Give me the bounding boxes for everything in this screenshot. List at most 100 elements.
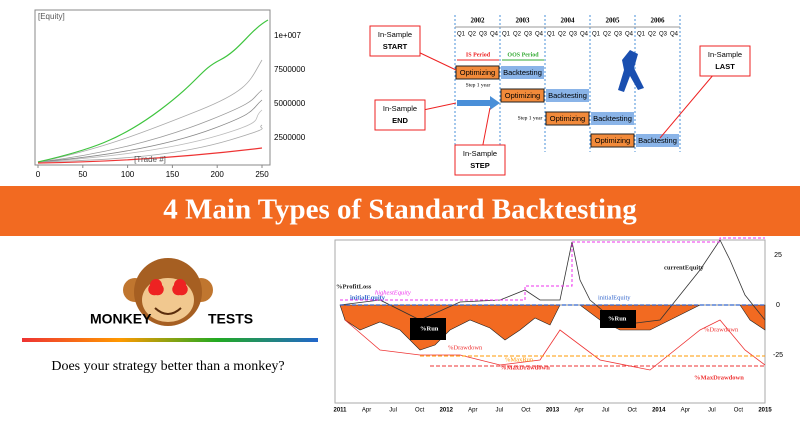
- is-period: IS Period: [466, 52, 491, 58]
- x-tick-label: Oct: [734, 408, 744, 414]
- callout-text: In-Sample: [708, 50, 742, 59]
- quarter: Q2: [558, 32, 567, 38]
- quarter: Q1: [547, 32, 556, 38]
- backtesting-label: Backtesting: [548, 91, 587, 100]
- callout-text: In-Sample: [463, 149, 497, 158]
- year: 2006: [651, 17, 666, 25]
- year: 2005: [606, 17, 621, 25]
- walker-figure: [618, 50, 644, 92]
- backtesting-label: Backtesting: [503, 68, 542, 77]
- curve: [37, 59, 263, 163]
- run-box: [410, 318, 446, 340]
- x-tick-label: 150: [166, 170, 180, 179]
- x-tick-label: Jul: [708, 408, 716, 414]
- quarter: Q3: [614, 32, 623, 38]
- worst-curve: [37, 147, 263, 164]
- x-tick-label: 2011: [333, 408, 347, 414]
- x-axis-label: [Trade #]: [134, 155, 166, 164]
- optimizing-block: [500, 88, 545, 103]
- quarter: Q4: [625, 32, 634, 38]
- equity-title: [Equity]: [38, 12, 65, 21]
- backtesting-block: [501, 66, 544, 79]
- curve: [37, 99, 263, 163]
- curve: [37, 124, 263, 163]
- quarter: Q2: [603, 32, 612, 38]
- y-tick-label: 5000000: [274, 99, 306, 108]
- x-tick-label: 2015: [758, 408, 772, 414]
- optimizing-block: [590, 133, 635, 148]
- dd-label: %Run: [608, 315, 627, 322]
- optimizing-label: Optimizing: [505, 91, 540, 100]
- dd-label: %Drawdown: [704, 326, 739, 333]
- equity-ticks: 0 50 100 150 200 250 1e+007 7500000 5000000 25000…: [36, 31, 306, 179]
- monkey-left: MONKEY: [90, 311, 152, 327]
- quarter: Q2: [648, 32, 657, 38]
- x-tick-label: Jul: [496, 408, 504, 414]
- dd-label: %MaxDrawdown: [500, 364, 550, 371]
- x-tick-label: 250: [255, 170, 269, 179]
- highest-equity-line: [340, 237, 765, 301]
- y-tick-label: 25: [774, 252, 782, 259]
- quarter: Q3: [479, 32, 488, 38]
- step-arrow: [457, 96, 500, 110]
- optimizing-label: Optimizing: [550, 114, 585, 123]
- heart-eye: [172, 279, 188, 296]
- banner-title: 4 Main Types of Standard Backtesting: [163, 194, 637, 226]
- dd-label: highestEquity: [375, 289, 411, 296]
- optimizing-block: [455, 65, 500, 80]
- dd-label: %Drawdown: [448, 344, 483, 351]
- x-tick-label: Oct: [521, 408, 531, 414]
- dd-label: %Run: [420, 325, 439, 332]
- monkey-right: TESTS: [208, 311, 253, 327]
- heart-eye: [148, 279, 164, 296]
- x-tick-label: Oct: [628, 408, 638, 414]
- callout-text: In-Sample: [378, 30, 412, 39]
- best-curve: [37, 19, 269, 163]
- quarter: Q2: [513, 32, 522, 38]
- backtesting-block: [591, 112, 634, 125]
- y-tick-label: 1e+007: [274, 31, 301, 40]
- optimizing-block: [545, 111, 590, 126]
- x-tick-label: Apr: [468, 408, 477, 414]
- callout-box: [454, 144, 506, 176]
- callout-text: In-Sample: [383, 104, 417, 113]
- x-tick-label: Apr: [362, 408, 371, 414]
- equity-line: [339, 239, 766, 326]
- x-tick-label: Apr: [681, 408, 690, 414]
- x-tick-label: Jul: [602, 408, 610, 414]
- callout-box: [699, 45, 751, 77]
- x-tick-label: 200: [211, 170, 225, 179]
- color-bar: [22, 338, 318, 342]
- curve: [37, 89, 263, 163]
- quarter: Q4: [490, 32, 499, 38]
- year: 2003: [516, 17, 531, 25]
- x-tick-label: 0: [36, 170, 41, 179]
- quarter: Q1: [637, 32, 646, 38]
- drawdown-line: [344, 319, 766, 371]
- quarter: Q2: [468, 32, 477, 38]
- y-tick-label: -25: [773, 352, 783, 359]
- banner: [0, 186, 800, 236]
- backtesting-block: [636, 134, 679, 147]
- quarter: Q1: [592, 32, 601, 38]
- x-tick-label: Jul: [389, 408, 397, 414]
- x-tick-label: Oct: [415, 408, 425, 414]
- quarter: Q1: [457, 32, 466, 38]
- callout-text: STEP: [470, 161, 490, 170]
- equity-frame: [34, 9, 271, 166]
- callout-box: [374, 99, 426, 131]
- x-tick-label: 2014: [652, 408, 666, 414]
- mouth: [154, 307, 182, 315]
- year: 2002: [471, 17, 486, 25]
- x-tick-label: 50: [78, 170, 87, 179]
- curve: [37, 109, 263, 163]
- dd-label: initialEquity: [350, 294, 386, 301]
- backtesting-block: [546, 89, 589, 102]
- backtesting-label: Backtesting: [638, 136, 677, 145]
- optimizing-label: Optimizing: [595, 136, 630, 145]
- dd-label: %ProfitLoss: [336, 283, 372, 290]
- tagline: Does your strategy better than a monkey?: [51, 359, 284, 374]
